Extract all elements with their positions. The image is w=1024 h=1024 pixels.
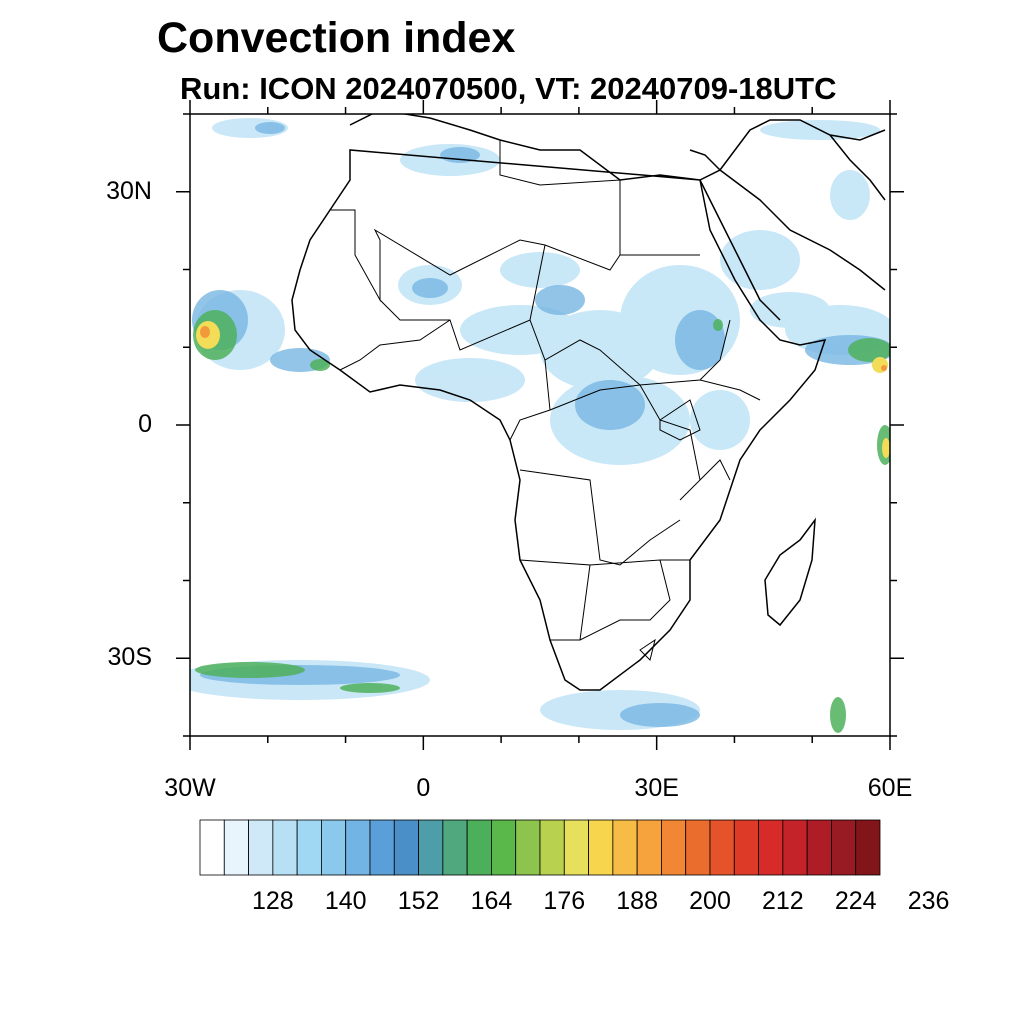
africa-coastline bbox=[291, 114, 886, 691]
colorbar-label: 200 bbox=[689, 887, 731, 915]
lon-tick-label: 30W bbox=[164, 774, 216, 802]
colorbar-swatch bbox=[782, 819, 808, 876]
colorbar-swatch bbox=[491, 819, 517, 876]
lat-tick-label: 30N bbox=[106, 176, 152, 205]
colorbar-label: 152 bbox=[397, 887, 440, 915]
colorbar-swatch bbox=[588, 819, 614, 876]
colorbar-swatch bbox=[393, 819, 419, 876]
colorbar-label: 140 bbox=[324, 887, 367, 915]
colorbar-label: 176 bbox=[543, 887, 586, 915]
chart-subtitle: Run: ICON 2024070500, VT: 20240709-18UTC bbox=[180, 71, 837, 106]
colorbar-swatch bbox=[709, 819, 735, 876]
colorbar-swatch bbox=[345, 819, 371, 876]
colorbar-label: 236 bbox=[907, 887, 950, 915]
colorbar-swatch bbox=[831, 819, 857, 876]
colorbar-swatch bbox=[272, 819, 298, 876]
colorbar-swatch bbox=[733, 819, 759, 876]
colorbar-label: 188 bbox=[616, 887, 658, 915]
colorbar-label: 224 bbox=[834, 887, 877, 915]
colorbar-swatch bbox=[369, 819, 395, 876]
colorbar-swatch bbox=[248, 819, 274, 876]
country-borders bbox=[330, 140, 761, 661]
colorbar-swatch bbox=[296, 819, 322, 876]
colorbar-swatch bbox=[539, 819, 565, 876]
colorbar-swatch bbox=[442, 819, 468, 876]
lon-tick-label: 30E bbox=[634, 774, 679, 802]
convection-field bbox=[190, 114, 890, 733]
lon-tick-label: 0 bbox=[416, 774, 431, 802]
colorbar-label: 212 bbox=[761, 887, 804, 915]
colorbar-swatch bbox=[199, 819, 225, 876]
colorbar-swatch bbox=[661, 819, 687, 876]
colorbar-swatch bbox=[466, 819, 492, 876]
colorbar-label: 128 bbox=[251, 887, 294, 915]
lat-tick-label: 0 bbox=[138, 410, 152, 438]
lon-tick-label: 60E bbox=[867, 774, 913, 802]
colorbar-swatch bbox=[418, 819, 444, 876]
colorbar-swatch bbox=[321, 819, 347, 876]
colorbar-swatch bbox=[563, 819, 589, 876]
colorbar-swatch bbox=[806, 819, 832, 876]
map-ticks bbox=[176, 100, 904, 750]
colorbar-label: 164 bbox=[470, 887, 513, 915]
colorbar-swatch bbox=[223, 819, 249, 876]
lat-tick-label: 30S bbox=[107, 643, 152, 672]
colorbar-swatch bbox=[612, 819, 638, 876]
colorbar-swatch bbox=[855, 819, 881, 876]
chart-title: Convection index bbox=[157, 14, 516, 62]
colorbar-swatch bbox=[758, 819, 784, 876]
colorbar-swatch bbox=[685, 819, 711, 876]
colorbar-swatch bbox=[515, 819, 541, 876]
colorbar-swatch bbox=[636, 819, 662, 876]
